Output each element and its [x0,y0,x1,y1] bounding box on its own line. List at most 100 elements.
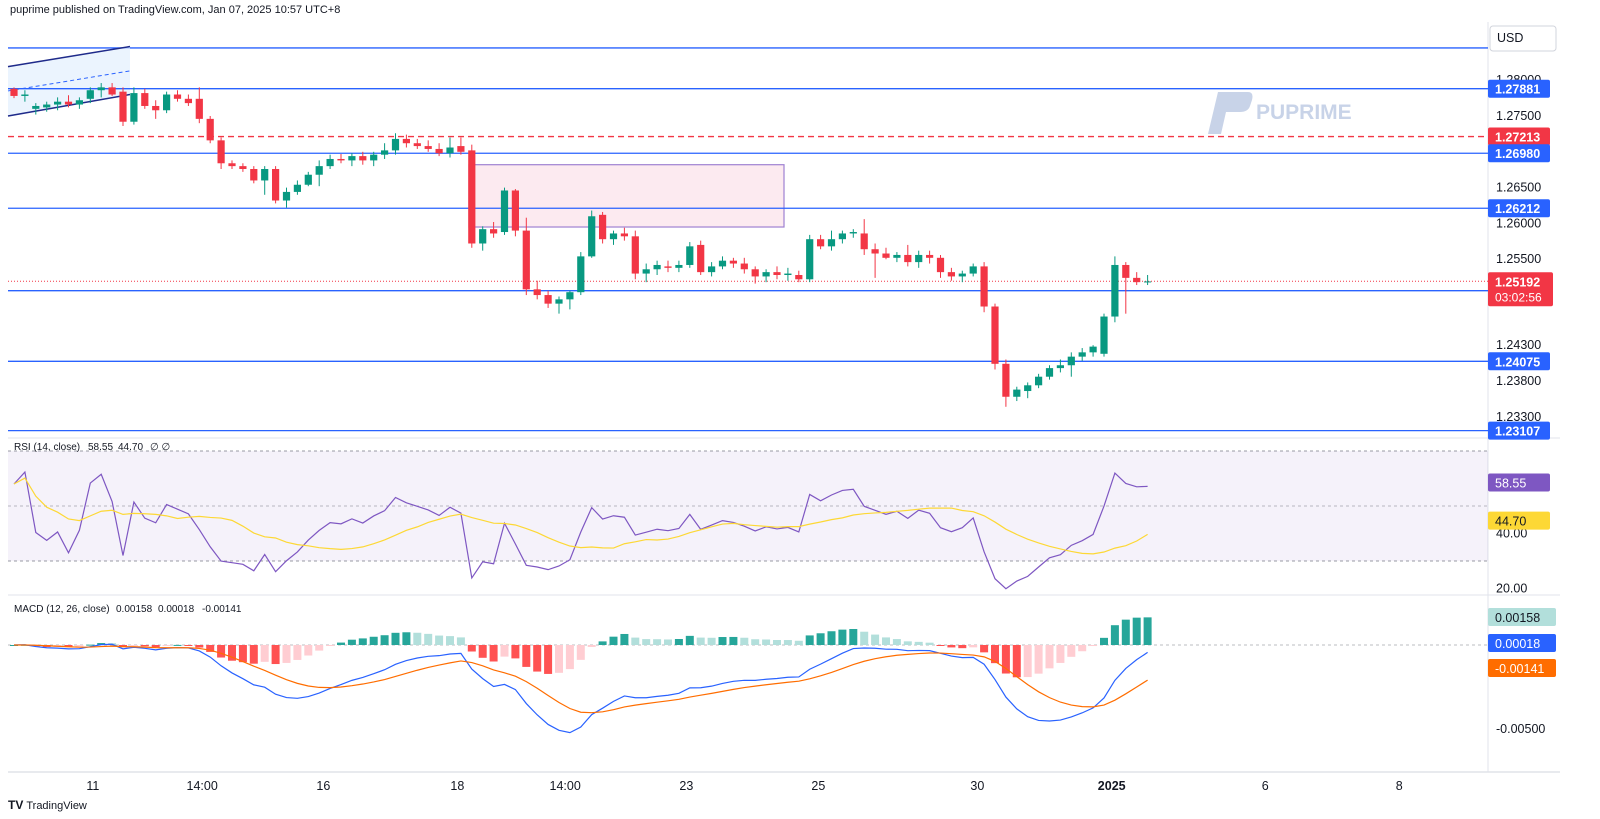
macd-histogram-bar [206,645,215,652]
candle-body [348,156,356,161]
channel-upper-line [7,45,131,68]
macd-histogram-bar [718,637,727,645]
candle-body [718,260,727,267]
macd-histogram-bar [478,645,487,658]
candle-body [1013,389,1021,397]
candle-body [282,191,291,201]
time-tick-label: 14:00 [187,779,218,793]
candle-body [163,94,171,111]
macd-histogram-bar [456,637,465,645]
candle-body [1089,346,1097,353]
candle-body [697,244,705,273]
price-tick-label: 1.25500 [1496,252,1541,266]
macd-histogram-bar [1067,645,1076,657]
macd-histogram-bar [631,637,640,645]
macd-histogram-bar [173,644,182,646]
candle-body [533,289,541,296]
macd-histogram-bar [282,645,291,663]
candle-body [1002,363,1010,397]
candle-body [708,266,716,273]
macd-histogram-bar [500,645,509,657]
candle-body [664,266,672,268]
candle-body [1045,368,1054,377]
price-level-tag [1488,352,1550,371]
rsi-ma-line [13,477,1148,555]
macd-histogram-bar [827,631,836,645]
time-tick-label: 6 [1262,779,1269,793]
candle-body [217,140,225,164]
candle-body [827,239,836,247]
candle-body [1056,365,1064,369]
candle-body [577,256,585,293]
candle-body [915,254,923,263]
macd-histogram-bar [435,635,444,645]
price-tick-label: 1.26500 [1496,181,1541,195]
rsi-tick-label: 40.00 [1496,527,1527,541]
time-tick-label: 16 [316,779,330,793]
macd-histogram-bar [1045,645,1054,669]
macd-hist-inline: 0.00158 [116,604,153,615]
price-level-tag [1488,144,1550,163]
candle-body [784,273,792,275]
candle-body [490,229,498,234]
macd-value-tag-label: 0.00018 [1495,637,1540,651]
candle-body [64,101,73,105]
macd-histogram-bar [860,631,869,645]
macd-histogram-bar [1132,617,1141,645]
macd-histogram-bar [642,639,651,645]
macd-histogram-bar [620,633,629,645]
candle-body [817,239,825,247]
tradingview-logo[interactable]: TV TradingView [8,798,87,812]
macd-histogram-bar [674,638,683,645]
macd-histogram-bar [64,645,73,648]
candle-body [250,169,258,181]
candle-body [1024,385,1032,392]
macd-histogram-bar [1012,645,1021,678]
macd-histogram-bar [729,636,738,645]
time-tick-label: 2025 [1098,779,1126,793]
macd-histogram-bar [882,637,890,645]
candle-body [370,154,378,161]
candle-body [337,158,345,161]
candle-body [43,104,51,108]
macd-histogram-bar [271,645,280,665]
price-level-tag [1488,79,1550,98]
macd-histogram-bar [740,637,749,645]
price-level-tag-label: 1.27213 [1495,131,1540,145]
candle-body [152,105,160,111]
candle-body [239,166,247,169]
macd-histogram-bar [358,638,367,645]
candle-body [871,249,879,254]
macd-histogram-bar [413,632,422,645]
logo-text: TradingView [26,800,87,812]
candle-body [359,156,367,161]
macd-histogram-bar [773,640,781,645]
macd-histogram-bar [783,640,792,645]
last-price-label: 1.25192 [1495,275,1540,289]
candle-body [566,292,574,300]
macd-histogram-bar [925,642,934,645]
time-tick-label: 14:00 [550,779,581,793]
macd-signal-inline: -0.00141 [202,604,242,615]
candle-body [980,266,988,307]
candle-body [675,264,683,268]
candle-body [1067,356,1075,366]
macd-histogram-bar [184,645,193,646]
macd-histogram-bar [1056,645,1065,663]
macd-histogram-bar [347,639,356,645]
publisher-header: puprime published on TradingView.com, Ja… [10,4,341,16]
candle-body [304,174,312,185]
macd-histogram-bar [1100,637,1108,645]
rsi-title: RSI (14, close) [14,442,80,453]
macd-line [13,643,1148,734]
candle-body [740,263,748,270]
candle-body [620,233,628,237]
candle-body [479,229,487,244]
candle-body [773,272,781,275]
candle-body [631,236,639,274]
candle-body [206,118,214,141]
currency-label: USD [1497,31,1523,45]
candle-body [468,150,476,244]
price-level-tag [1488,421,1550,440]
